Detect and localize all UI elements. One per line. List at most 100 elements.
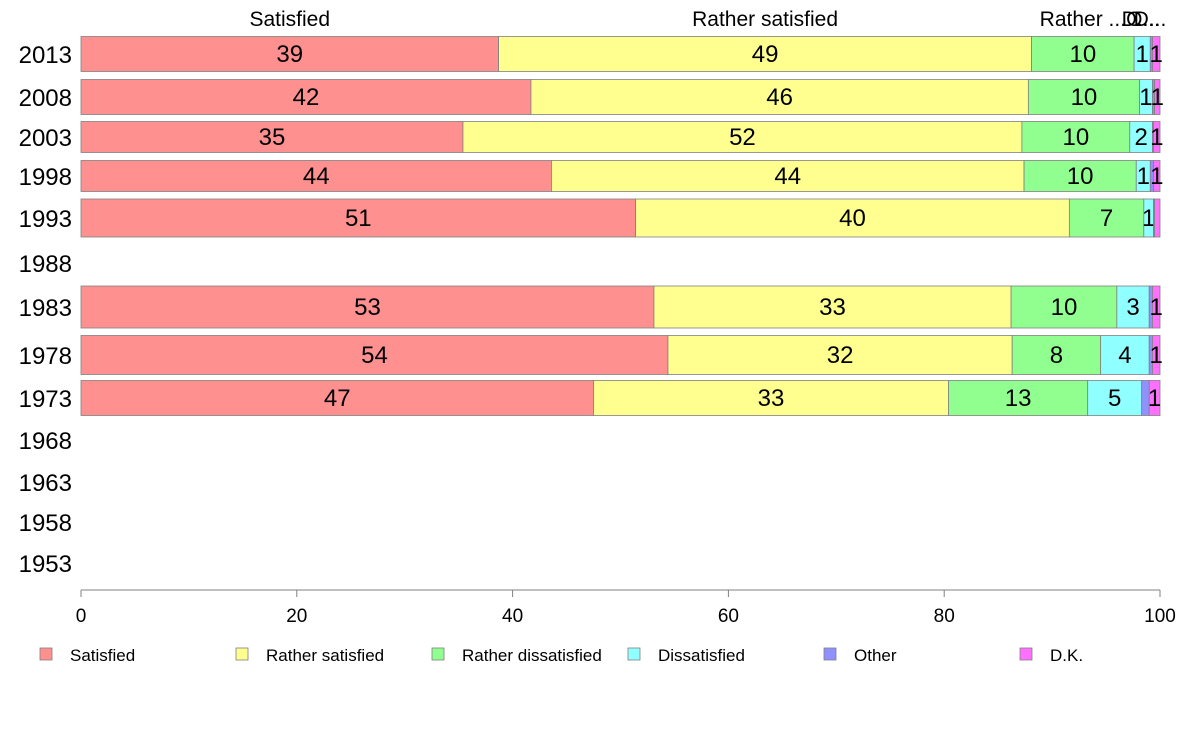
bar-value-label: 46 bbox=[766, 84, 793, 111]
bar-segment bbox=[1154, 198, 1161, 238]
legend-label: Rather satisfied bbox=[266, 646, 384, 665]
segment-header-label: Rather satisfied bbox=[692, 8, 838, 31]
y-tick-label: 1968 bbox=[19, 428, 72, 455]
legend-label: Rather dissatisfied bbox=[462, 646, 602, 665]
bar-value-label: 32 bbox=[827, 342, 854, 369]
y-tick-label: 1993 bbox=[19, 206, 72, 233]
bar-segment bbox=[1021, 121, 1131, 153]
bar-segment bbox=[80, 198, 637, 238]
legend-label: Other bbox=[854, 646, 897, 665]
x-axis: 0 20 40 60 80 100 bbox=[76, 589, 1176, 627]
bar-value-label: 39 bbox=[276, 41, 303, 68]
bar-segment bbox=[1152, 285, 1161, 329]
bar-segment bbox=[1100, 335, 1150, 375]
legend-swatch bbox=[823, 647, 837, 661]
bar-value-label: 33 bbox=[758, 385, 785, 412]
legend-label: Dissatisfied bbox=[658, 646, 745, 665]
segment-header-label: D... bbox=[1122, 8, 1155, 31]
bar-value-label: 44 bbox=[303, 163, 330, 190]
bar-segment bbox=[1116, 285, 1150, 329]
bar-segment bbox=[462, 121, 1023, 153]
bar-value-label: 42 bbox=[293, 84, 320, 111]
legend-swatch bbox=[1019, 647, 1033, 661]
x-tick-label: 80 bbox=[934, 606, 955, 627]
bar-segment bbox=[1148, 380, 1161, 416]
y-tick-label: 1983 bbox=[19, 295, 72, 322]
bar-value-label: 47 bbox=[324, 385, 351, 412]
legend-label: Satisfied bbox=[70, 646, 135, 665]
bar-value-label: 10 bbox=[1062, 124, 1089, 151]
bar-value-label: 1 bbox=[1150, 163, 1163, 190]
bar-value-label: 2 bbox=[1134, 124, 1147, 151]
y-tick-label: 1988 bbox=[19, 251, 72, 278]
legend: Satisfied Rather satisfied Rather dissatis… bbox=[39, 646, 1083, 665]
bar-value-label: 53 bbox=[354, 294, 381, 321]
bar-value-label: 54 bbox=[361, 342, 388, 369]
bar-value-label: 10 bbox=[1067, 163, 1094, 190]
y-tick-label: 1953 bbox=[19, 551, 72, 578]
bar-segment bbox=[80, 335, 669, 375]
bar-segment bbox=[1152, 335, 1161, 375]
bar-segment bbox=[80, 285, 655, 329]
x-tick-label: 40 bbox=[502, 606, 523, 627]
bar-segment bbox=[1068, 198, 1145, 238]
legend-swatch bbox=[235, 647, 249, 661]
bar-value-label: 13 bbox=[1005, 385, 1032, 412]
bar-segment bbox=[1153, 160, 1161, 192]
bar-value-label: 1 bbox=[1150, 124, 1163, 151]
segment-header-label: O... bbox=[1126, 8, 1160, 31]
bar-value-label: 8 bbox=[1050, 342, 1063, 369]
bar-segment bbox=[653, 285, 1012, 329]
bar-segment bbox=[948, 380, 1089, 416]
bar-segment bbox=[1031, 36, 1135, 72]
y-tick-label: 1958 bbox=[19, 510, 72, 537]
bar-value-label: 3 bbox=[1126, 294, 1139, 321]
x-tick-label: 100 bbox=[1144, 606, 1176, 627]
bar-segment bbox=[1153, 121, 1161, 153]
bar-segment bbox=[1010, 285, 1118, 329]
y-tick-label: 1963 bbox=[19, 470, 72, 497]
bar-value-label: 49 bbox=[752, 41, 779, 68]
bar-value-label: 1 bbox=[1150, 294, 1163, 321]
bar-segment bbox=[1154, 79, 1161, 115]
bar-value-label: 1 bbox=[1151, 84, 1164, 111]
legend-swatch bbox=[431, 647, 445, 661]
bar-segment bbox=[80, 79, 532, 115]
bar-segment bbox=[551, 160, 1025, 192]
bar-value-label: 44 bbox=[774, 163, 801, 190]
bar-segment bbox=[80, 36, 499, 72]
segment-header-label: Satisfied bbox=[250, 8, 331, 31]
segment-header-label: D... bbox=[1134, 8, 1167, 31]
bar-value-label: 35 bbox=[259, 124, 286, 151]
x-tick-label: 0 bbox=[76, 606, 87, 627]
bar-segment bbox=[80, 380, 594, 416]
bar-segment bbox=[1023, 160, 1137, 192]
bar-value-label: 51 bbox=[345, 205, 372, 232]
bar-value-label: 1 bbox=[1137, 163, 1150, 190]
bar-value-label: 1 bbox=[1150, 41, 1163, 68]
bar-value-label: 10 bbox=[1069, 41, 1096, 68]
legend-swatch bbox=[39, 647, 53, 661]
legend-swatch bbox=[627, 647, 641, 661]
bar-segment bbox=[80, 160, 552, 192]
bar-value-label: 4 bbox=[1118, 342, 1131, 369]
x-tick-label: 60 bbox=[718, 606, 739, 627]
bar-segment bbox=[635, 198, 1070, 238]
bar-value-label: 10 bbox=[1051, 294, 1078, 321]
bar-value-label: 5 bbox=[1108, 385, 1121, 412]
segment-header-labels: Satisfied Rather satisfied Rather ...D...O… bbox=[250, 8, 1167, 31]
bar-segment bbox=[80, 121, 464, 153]
y-axis: 2013 2008 2003 1998 1993 1988 1983 1978 1973 1968… bbox=[19, 42, 72, 578]
bar-value-label: 7 bbox=[1100, 205, 1113, 232]
y-tick-label: 2003 bbox=[19, 125, 72, 152]
bar-value-label: 1 bbox=[1136, 41, 1149, 68]
bar-value-label: 52 bbox=[729, 124, 756, 151]
bar-value-label: 1 bbox=[1139, 84, 1152, 111]
bar-value-label: 10 bbox=[1071, 84, 1098, 111]
y-tick-label: 1973 bbox=[19, 386, 72, 413]
y-tick-label: 1978 bbox=[19, 343, 72, 370]
bar-segment bbox=[1011, 335, 1102, 375]
